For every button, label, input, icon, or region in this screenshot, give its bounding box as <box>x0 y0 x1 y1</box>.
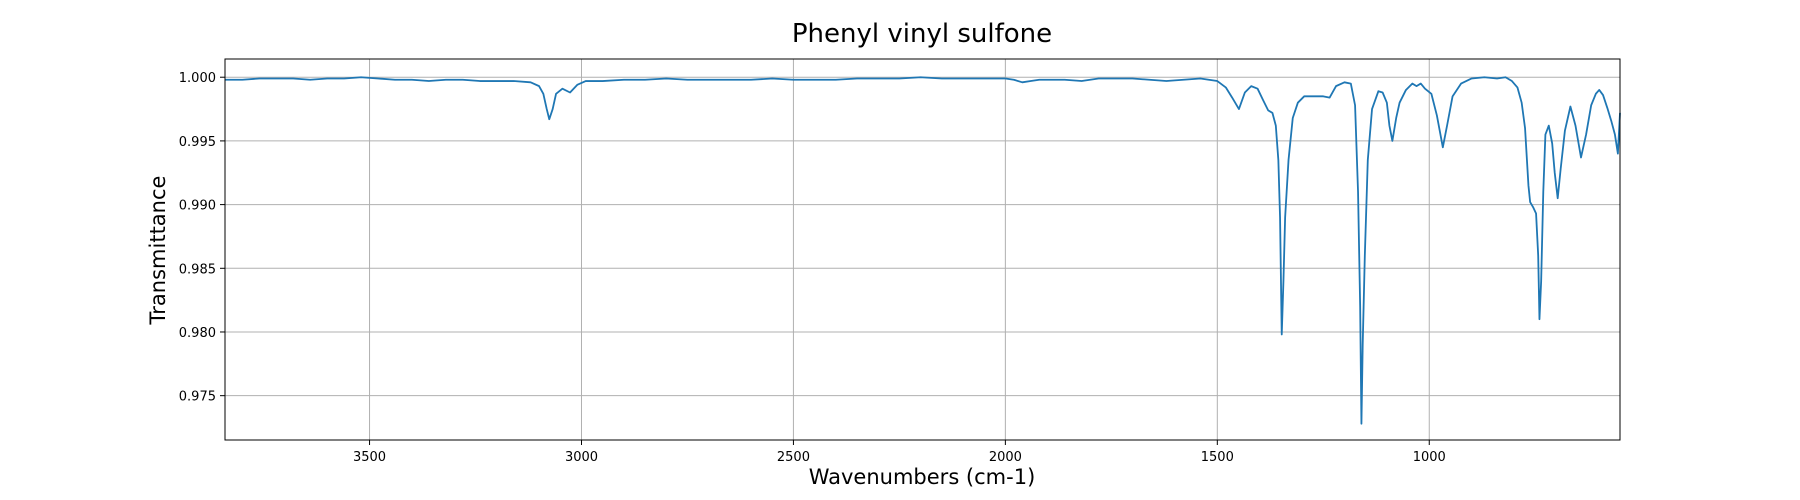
x-axis-label: Wavenumbers (cm-1) <box>809 465 1036 489</box>
plot-frame <box>224 58 1621 441</box>
chart-title: Phenyl vinyl sulfone <box>792 19 1052 49</box>
spectrum-line <box>225 76 1621 425</box>
y-axis-label: Transmittance <box>146 176 170 326</box>
x-tick-label: 2000 <box>989 450 1022 465</box>
y-tick-label: 0.980 <box>179 326 216 341</box>
x-tick-label: 3000 <box>565 450 598 465</box>
x-tick-label: 1000 <box>1413 450 1446 465</box>
x-tick-label: 3500 <box>353 450 386 465</box>
y-tick-label: 0.990 <box>179 199 216 214</box>
y-tick-label: 0.975 <box>179 390 216 405</box>
y-tick-label: 0.985 <box>179 262 216 277</box>
x-tick-label: 1500 <box>1201 450 1234 465</box>
y-tick-label: 0.995 <box>179 135 216 150</box>
y-tick-label: 1.000 <box>179 71 216 86</box>
x-tick-label: 2500 <box>777 450 810 465</box>
